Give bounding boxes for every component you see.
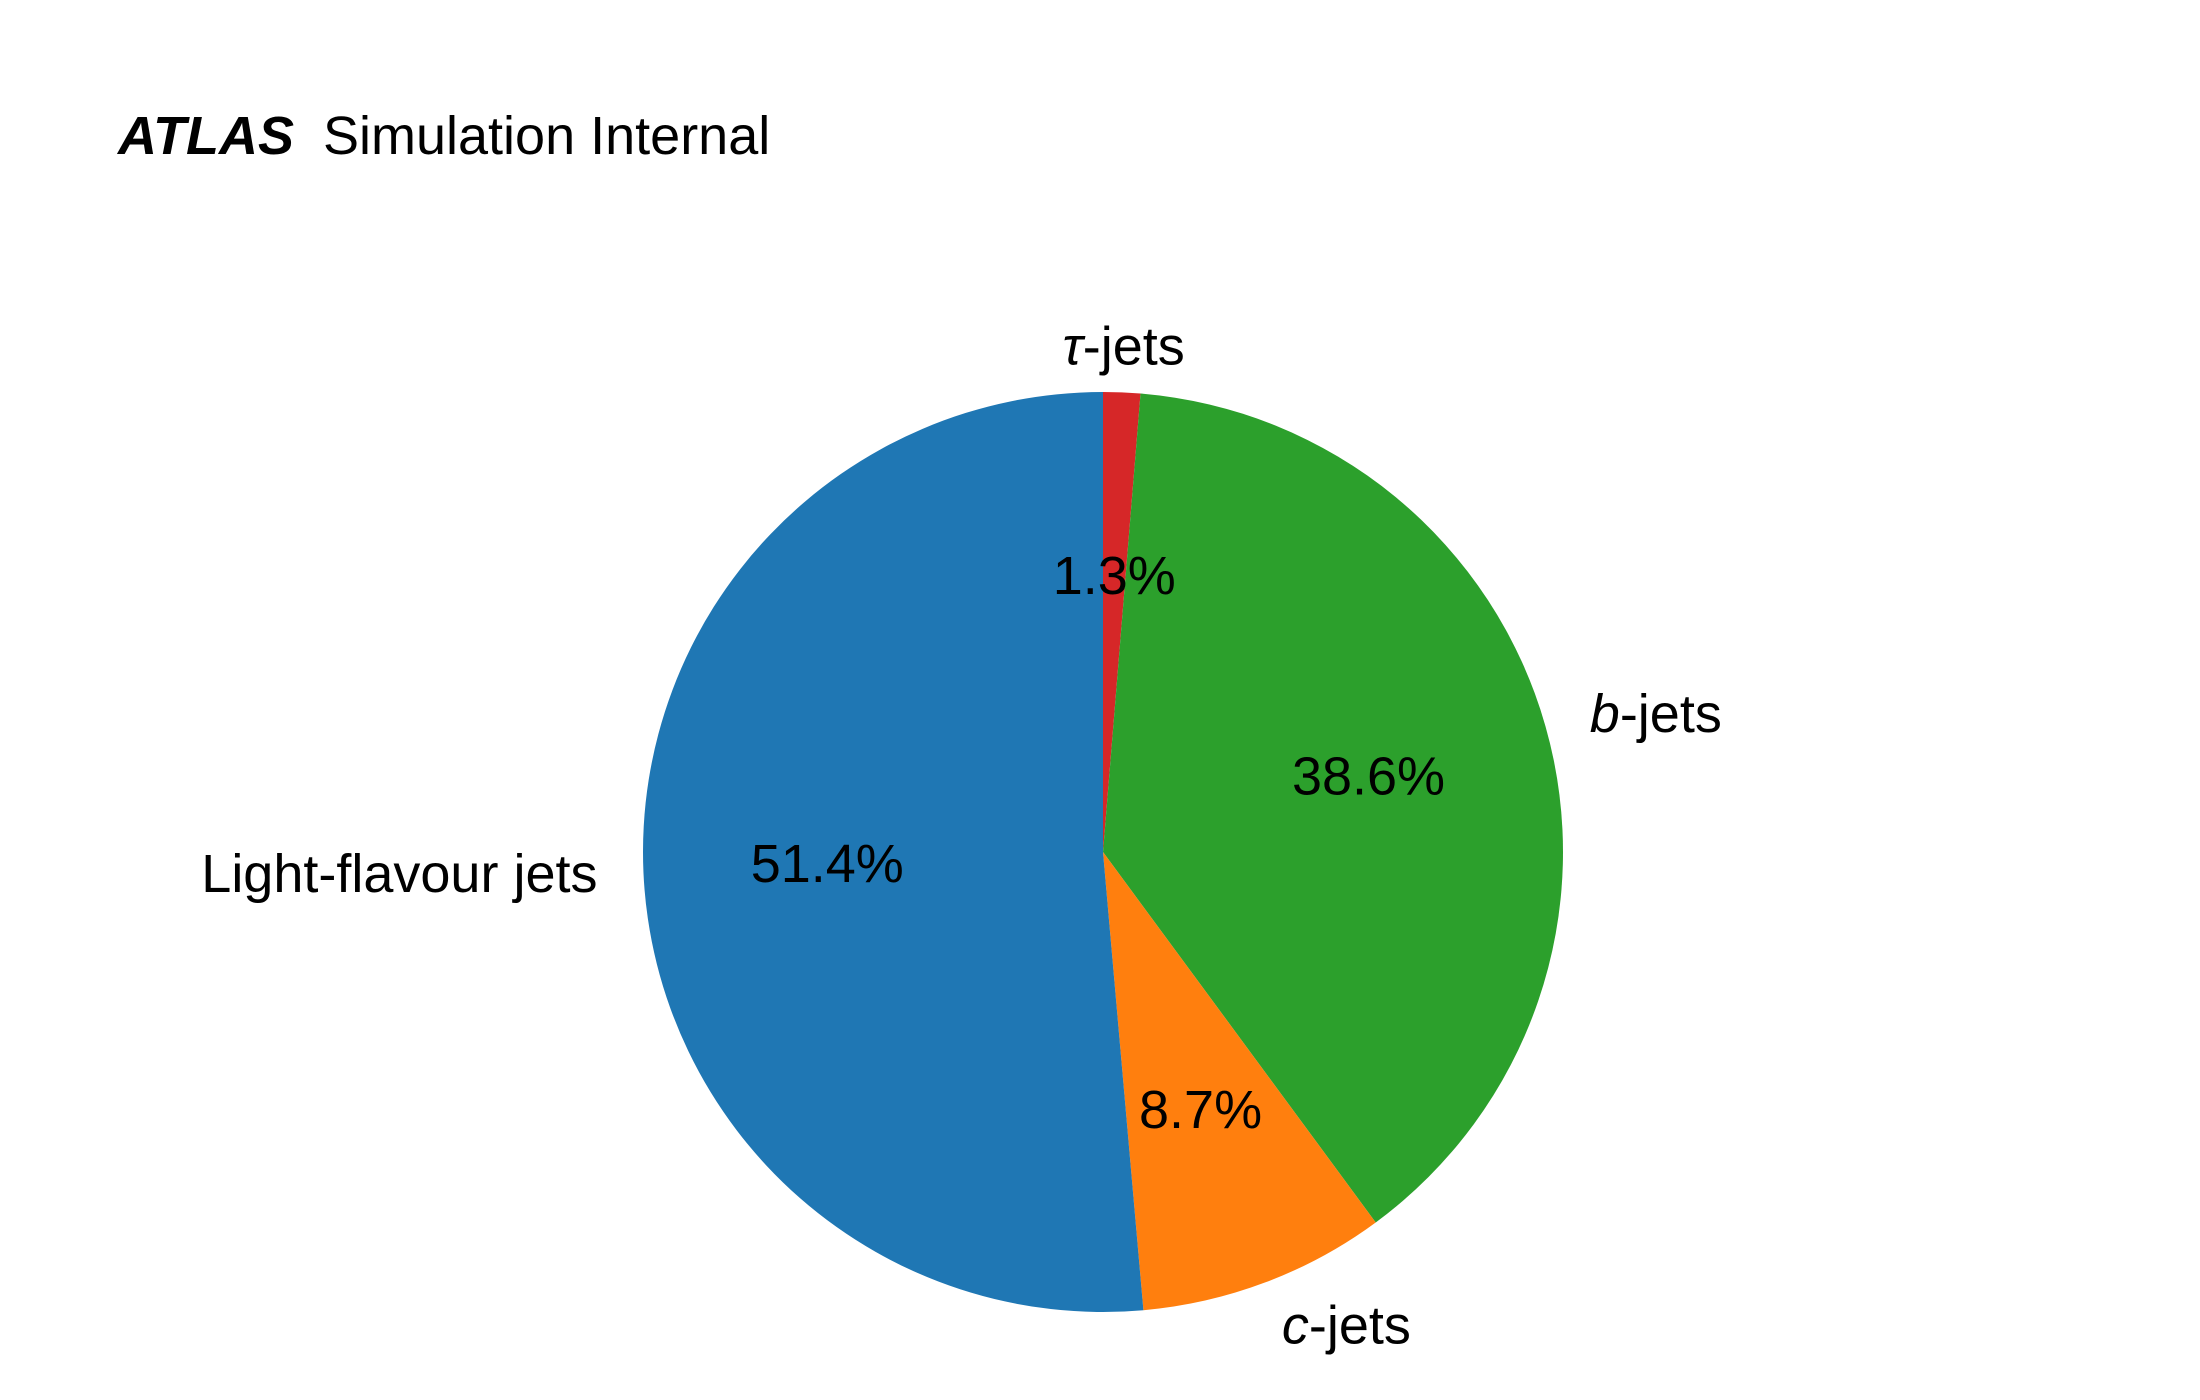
pie-percent-label-light: 51.4% <box>751 834 904 894</box>
pie-slice-label-light: Light-flavour jets <box>201 844 597 904</box>
pie-slice-c <box>1103 852 1376 1311</box>
pie-percent-label-tau: 1.3% <box>1053 546 1176 606</box>
experiment-status: Simulation Internal <box>323 106 770 166</box>
pie-percent-label-c: 8.7% <box>1139 1080 1262 1140</box>
pie-percent-label-b: 38.6% <box>1292 747 1445 807</box>
pie-slice-tau <box>1103 392 1141 852</box>
pie-percent-labels: 1.3% 38.6% 8.7% 51.4% <box>751 546 1445 1140</box>
experiment-header: ATLAS Simulation Internal <box>116 106 770 166</box>
pie-slice-light <box>643 392 1144 1312</box>
experiment-name: ATLAS <box>116 106 294 166</box>
pie-slice-labels: τ-jets b-jets c-jets Light-flavour jets <box>201 316 1722 1355</box>
pie-slice-b <box>1103 393 1563 1223</box>
pie-slice-label-tau: τ-jets <box>1063 316 1185 376</box>
pie-slices <box>643 392 1563 1312</box>
pie-slice-label-b: b-jets <box>1590 684 1722 744</box>
pie-slice-label-c: c-jets <box>1282 1295 1411 1355</box>
